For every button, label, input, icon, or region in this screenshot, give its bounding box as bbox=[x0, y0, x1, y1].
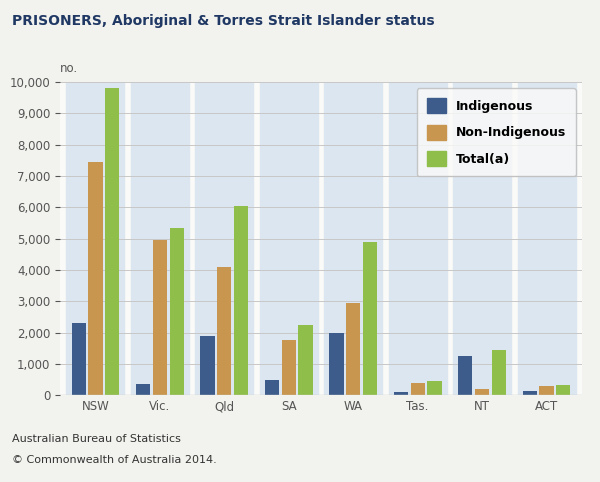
Legend: Indigenous, Non-Indigenous, Total(a): Indigenous, Non-Indigenous, Total(a) bbox=[417, 88, 576, 176]
Bar bbox=[394, 392, 408, 395]
Bar bbox=[234, 206, 248, 395]
Bar bbox=[88, 162, 103, 395]
Text: Australian Bureau of Statistics: Australian Bureau of Statistics bbox=[12, 434, 181, 444]
Bar bbox=[324, 82, 382, 395]
Text: PRISONERS, Aboriginal & Torres Strait Islander status: PRISONERS, Aboriginal & Torres Strait Is… bbox=[12, 14, 434, 28]
Bar bbox=[131, 82, 189, 395]
Bar bbox=[196, 82, 253, 395]
Bar bbox=[260, 82, 318, 395]
Text: © Commonwealth of Australia 2014.: © Commonwealth of Australia 2014. bbox=[12, 455, 217, 466]
Bar bbox=[453, 82, 511, 395]
Bar bbox=[410, 383, 425, 395]
Bar bbox=[475, 389, 489, 395]
Bar bbox=[458, 356, 472, 395]
Bar bbox=[539, 387, 554, 395]
Bar bbox=[556, 385, 571, 395]
Bar bbox=[329, 333, 344, 395]
Bar bbox=[217, 267, 232, 395]
Bar bbox=[153, 240, 167, 395]
Bar bbox=[427, 381, 442, 395]
Bar bbox=[265, 380, 279, 395]
Bar bbox=[523, 391, 537, 395]
Bar bbox=[170, 228, 184, 395]
Bar bbox=[363, 241, 377, 395]
Bar bbox=[492, 350, 506, 395]
Bar bbox=[298, 325, 313, 395]
Bar bbox=[389, 82, 446, 395]
Bar bbox=[136, 384, 150, 395]
Bar bbox=[67, 82, 124, 395]
Bar bbox=[105, 88, 119, 395]
Bar bbox=[71, 323, 86, 395]
Bar bbox=[281, 340, 296, 395]
Bar bbox=[346, 303, 361, 395]
Text: no.: no. bbox=[60, 62, 78, 75]
Bar bbox=[518, 82, 575, 395]
Bar bbox=[200, 335, 215, 395]
